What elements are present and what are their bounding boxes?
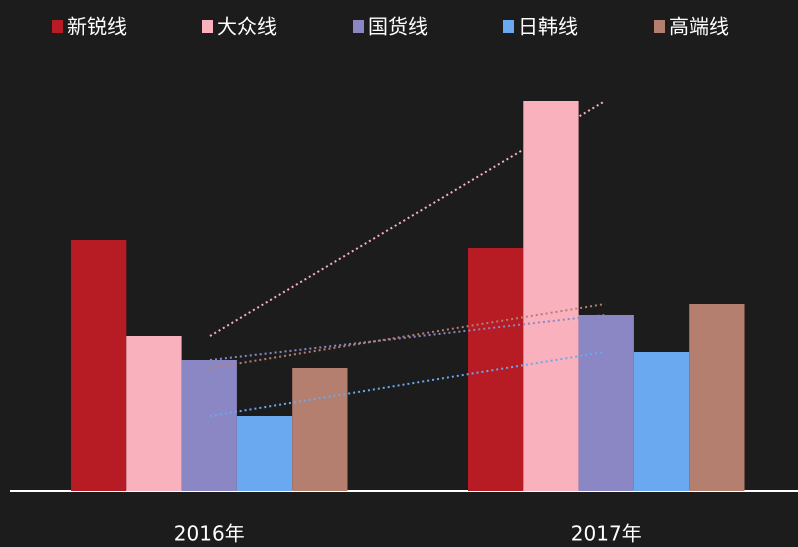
bar: [633, 352, 690, 491]
bar: [468, 248, 524, 491]
legend-label: 日韩线: [518, 15, 578, 39]
bar: [292, 368, 348, 491]
bar: [578, 315, 634, 491]
bar: [689, 304, 745, 491]
trend-line: [209, 314, 606, 361]
trend-line: [209, 100, 606, 337]
trend-line: [209, 303, 606, 369]
bar: [236, 416, 293, 491]
legend-swatch: [353, 20, 364, 33]
bar: [523, 101, 579, 491]
legend-swatch: [202, 20, 213, 33]
legend-label: 高端线: [669, 15, 729, 39]
legend-swatch: [654, 20, 665, 33]
legend-label: 大众线: [217, 15, 277, 39]
legend-swatch: [52, 20, 63, 33]
bar: [126, 336, 182, 491]
x-tick-label: 2016年: [174, 522, 245, 546]
trend-line: [209, 351, 606, 417]
bar: [71, 240, 127, 491]
legend-label: 新锐线: [67, 15, 127, 39]
bar: [181, 360, 237, 491]
legend-label: 国货线: [368, 15, 428, 39]
x-tick-label: 2017年: [571, 522, 642, 546]
legend-swatch: [503, 20, 514, 33]
